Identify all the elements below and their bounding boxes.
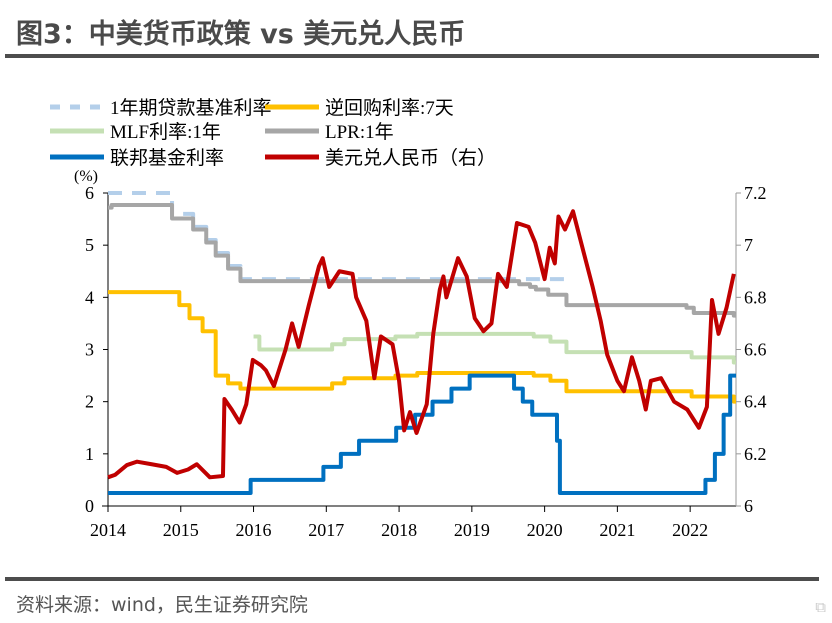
watermark-logo: ⧉	[815, 598, 826, 616]
x-tick-label: 2021	[599, 520, 635, 540]
x-tick-label: 2014	[90, 520, 126, 540]
right-tick-label: 6.2	[744, 444, 767, 464]
x-tick-label: 2017	[308, 520, 344, 540]
right-tick-label: 6.8	[744, 287, 767, 307]
series-line-1	[108, 290, 736, 404]
left-tick-label: 1	[85, 444, 94, 464]
legend-label: 联邦基金利率	[110, 147, 224, 169]
source-divider	[5, 577, 819, 581]
left-tick-label: 3	[85, 340, 94, 360]
legend-label: MLF利率:1年	[110, 121, 221, 143]
x-tick-label: 2018	[381, 520, 417, 540]
series-line-3	[108, 202, 736, 318]
left-tick-label: 5	[85, 235, 94, 255]
left-tick-label: 4	[85, 287, 94, 307]
source-note: 资料来源：wind，民生证券研究院	[16, 594, 308, 616]
series-line-0	[108, 191, 569, 282]
right-tick-label: 7.2	[744, 183, 767, 203]
right-tick-label: 7	[744, 235, 753, 255]
series-line-5	[107, 209, 736, 480]
series-line-4	[108, 373, 736, 495]
x-tick-label: 2015	[163, 520, 199, 540]
right-tick-label: 6.6	[744, 340, 767, 360]
x-tick-label: 2020	[527, 520, 563, 540]
series-line-2	[253, 331, 736, 365]
legend-label: LPR:1年	[325, 121, 394, 143]
x-tick-label: 2016	[236, 520, 272, 540]
x-tick-label: 2019	[454, 520, 490, 540]
legend-label: 1年期贷款基准利率	[110, 97, 272, 119]
left-tick-label: 0	[85, 496, 94, 516]
left-tick-label: 6	[85, 183, 94, 203]
x-tick-label: 2022	[672, 520, 708, 540]
chart-title: 图3：中美货币政策 vs 美元兑人民币	[16, 19, 466, 50]
legend-label: 逆回购利率:7天	[325, 97, 454, 119]
right-tick-label: 6	[744, 496, 753, 516]
left-axis-unit: (%)	[74, 168, 98, 185]
left-tick-label: 2	[85, 392, 94, 412]
title-divider	[5, 54, 819, 58]
right-tick-label: 6.4	[744, 392, 767, 412]
legend-label: 美元兑人民币（右）	[325, 147, 496, 169]
chart: 0 1 2 3 4 5 6 6 6.2 6.4 6.6 6.8 7 7.2 2014 2015 2016 2017…	[50, 97, 767, 540]
